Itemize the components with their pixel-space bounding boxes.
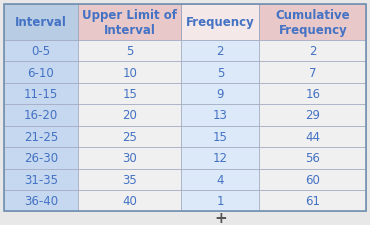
Text: 5: 5 <box>126 45 134 58</box>
Bar <box>4 83 78 105</box>
Text: 0-5: 0-5 <box>31 45 50 58</box>
Text: Upper Limit of
Interval: Upper Limit of Interval <box>82 9 177 36</box>
Text: 21-25: 21-25 <box>24 130 58 143</box>
Bar <box>181 62 259 83</box>
Bar <box>259 62 366 83</box>
Bar <box>259 126 366 147</box>
Text: 10: 10 <box>122 66 137 79</box>
Text: 2: 2 <box>216 45 224 58</box>
Text: 7: 7 <box>309 66 317 79</box>
Text: 2: 2 <box>309 45 317 58</box>
Bar <box>181 105 259 126</box>
Text: 15: 15 <box>213 130 228 143</box>
Text: 36-40: 36-40 <box>24 194 58 207</box>
Bar <box>4 105 78 126</box>
Bar <box>4 126 78 147</box>
Bar <box>181 83 259 105</box>
Text: 13: 13 <box>213 109 228 122</box>
Text: 44: 44 <box>305 130 320 143</box>
Bar <box>4 62 78 83</box>
Bar <box>259 147 366 169</box>
Bar <box>78 83 181 105</box>
Text: 60: 60 <box>305 173 320 186</box>
Text: Interval: Interval <box>15 16 67 29</box>
Bar <box>4 147 78 169</box>
Bar <box>181 126 259 147</box>
Text: 29: 29 <box>305 109 320 122</box>
Bar <box>181 190 259 212</box>
Bar <box>181 41 259 62</box>
Bar <box>259 41 366 62</box>
Bar <box>4 169 78 190</box>
Bar <box>78 169 181 190</box>
Bar <box>259 83 366 105</box>
Text: Frequency: Frequency <box>186 16 255 29</box>
Bar <box>259 105 366 126</box>
Text: 16-20: 16-20 <box>24 109 58 122</box>
Bar <box>78 105 181 126</box>
Text: 25: 25 <box>122 130 137 143</box>
Bar <box>4 4 78 41</box>
Text: Cumulative
Frequency: Cumulative Frequency <box>276 9 350 36</box>
Text: 5: 5 <box>217 66 224 79</box>
Text: 31-35: 31-35 <box>24 173 58 186</box>
Text: 30: 30 <box>122 152 137 165</box>
Text: 35: 35 <box>122 173 137 186</box>
Text: 61: 61 <box>305 194 320 207</box>
Text: +: + <box>214 210 227 225</box>
Text: 16: 16 <box>305 88 320 101</box>
Bar <box>78 4 181 41</box>
Text: 56: 56 <box>305 152 320 165</box>
Bar <box>181 4 259 41</box>
Bar <box>181 147 259 169</box>
Bar <box>78 41 181 62</box>
Text: 11-15: 11-15 <box>24 88 58 101</box>
Text: 12: 12 <box>213 152 228 165</box>
Text: 40: 40 <box>122 194 137 207</box>
Text: 15: 15 <box>122 88 137 101</box>
Bar <box>78 147 181 169</box>
Text: 1: 1 <box>216 194 224 207</box>
Text: 20: 20 <box>122 109 137 122</box>
Bar <box>259 4 366 41</box>
Text: 26-30: 26-30 <box>24 152 58 165</box>
Bar <box>259 190 366 212</box>
Bar <box>78 190 181 212</box>
Bar <box>4 190 78 212</box>
Text: 9: 9 <box>216 88 224 101</box>
Bar <box>4 41 78 62</box>
Bar <box>78 62 181 83</box>
Text: 4: 4 <box>216 173 224 186</box>
Text: 6-10: 6-10 <box>27 66 54 79</box>
Bar <box>181 169 259 190</box>
Bar <box>259 169 366 190</box>
Bar <box>78 126 181 147</box>
